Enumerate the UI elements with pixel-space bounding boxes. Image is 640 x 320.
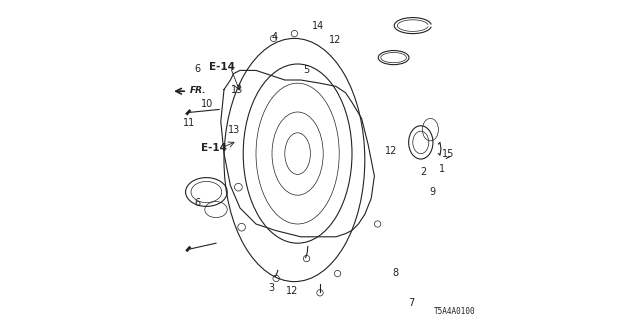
Text: 6: 6 bbox=[195, 198, 201, 208]
Text: 10: 10 bbox=[201, 99, 214, 109]
Text: 12: 12 bbox=[329, 35, 342, 45]
Text: 15: 15 bbox=[442, 149, 454, 159]
Text: E-14: E-14 bbox=[201, 143, 227, 153]
Text: 1: 1 bbox=[439, 164, 445, 174]
Text: 5: 5 bbox=[303, 65, 310, 75]
Text: 13: 13 bbox=[231, 85, 244, 95]
Text: 7: 7 bbox=[408, 298, 415, 308]
Text: 12: 12 bbox=[385, 146, 397, 156]
Text: 12: 12 bbox=[286, 285, 298, 296]
Text: 3: 3 bbox=[268, 283, 275, 293]
Text: FR.: FR. bbox=[189, 86, 206, 95]
Text: 11: 11 bbox=[183, 118, 196, 128]
Text: 8: 8 bbox=[392, 268, 399, 278]
Text: 2: 2 bbox=[420, 167, 426, 177]
Text: 14: 14 bbox=[312, 21, 324, 31]
Text: 9: 9 bbox=[429, 187, 435, 197]
Text: E-14: E-14 bbox=[209, 62, 236, 72]
Text: 6: 6 bbox=[195, 64, 201, 74]
Text: 13: 13 bbox=[228, 124, 241, 135]
Text: 4: 4 bbox=[271, 32, 278, 42]
Text: T5A4A0100: T5A4A0100 bbox=[433, 307, 475, 316]
